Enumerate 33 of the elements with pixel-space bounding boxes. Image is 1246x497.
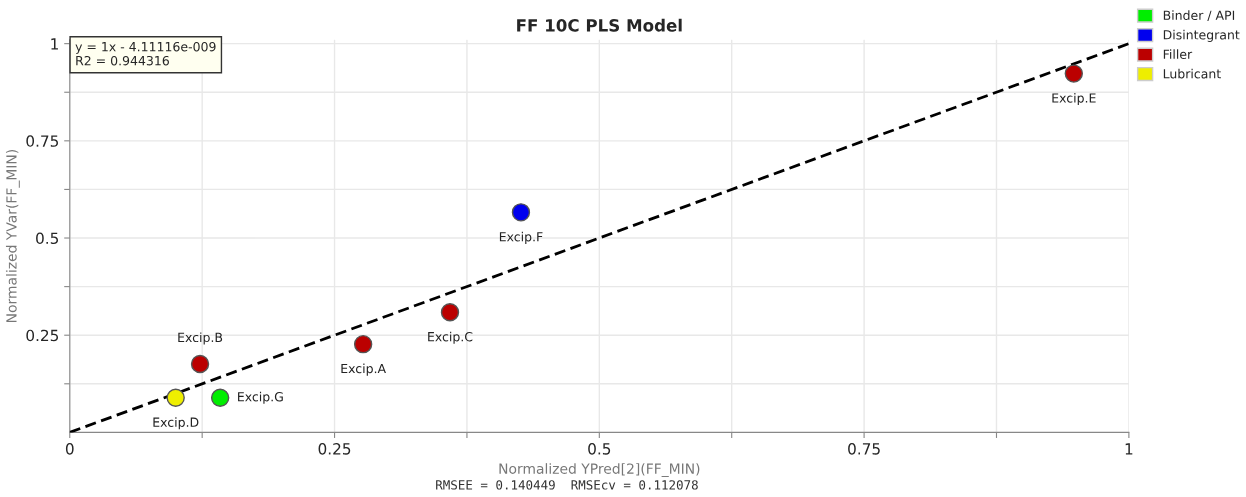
legend-label: Binder / API — [1163, 10, 1235, 22]
annotation: Excip.C — [428, 331, 473, 344]
x-tick-label: 0 — [65, 443, 74, 455]
y-tick-label: 0.5 — [36, 232, 59, 245]
annotation: R2 = 0.944316 — [76, 55, 169, 66]
annotation: y = 1x - 4.11116e-009 — [75, 41, 216, 54]
x-tick-label: 0.25 — [318, 443, 351, 455]
legend-label: Filler — [1163, 49, 1193, 59]
legend-label: Lubricant — [1163, 68, 1221, 79]
x-tick-label: 1 — [1125, 443, 1133, 455]
x-axis-title: Normalized YPred[2](FF_MIN) — [499, 463, 700, 477]
point — [1064, 64, 1084, 83]
text: RMSEE = 0.140449 RMSEcv = 0.112078 — [436, 480, 698, 490]
point — [166, 388, 185, 407]
annotation: Excip.E — [1052, 93, 1096, 106]
point — [511, 203, 531, 222]
y-axis-title: Normalized YVar(FF_MIN) — [5, 150, 20, 322]
annotation: Excip.D — [153, 417, 199, 430]
x-tick-label: 0.75 — [848, 443, 880, 455]
y-tick-label: 0.75 — [26, 135, 59, 147]
point — [210, 388, 230, 407]
annotation: Excip.A — [341, 363, 386, 376]
point — [190, 354, 210, 374]
y-tick-label: 1 — [51, 38, 58, 50]
point — [353, 334, 373, 354]
y-tick-label: 0.25 — [26, 329, 59, 342]
x-tick-label: 0.5 — [588, 443, 611, 455]
annotation: Excip.B — [178, 332, 223, 345]
legend-label: Disintegrant — [1163, 29, 1240, 42]
chart-title: FF 10C PLS Model — [517, 18, 682, 32]
annotation: Excip.G — [238, 391, 283, 404]
annotation: Excip.F — [499, 231, 543, 244]
point — [440, 303, 460, 322]
